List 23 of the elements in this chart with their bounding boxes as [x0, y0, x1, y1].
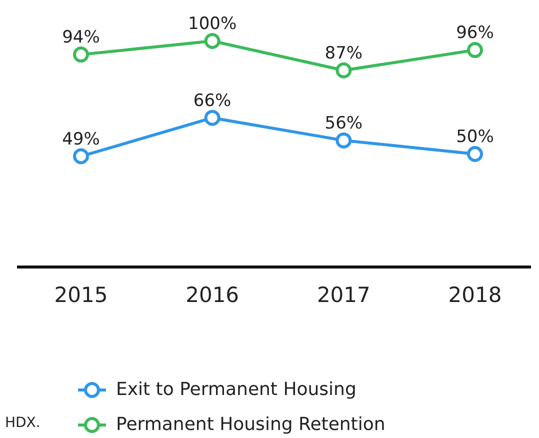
data-label: 66%: [193, 90, 232, 111]
point: [73, 46, 89, 63]
point: [467, 42, 483, 58]
point: [73, 148, 89, 164]
x-tick-label: 2015: [54, 282, 108, 307]
data-label: 87%: [324, 43, 363, 64]
point: [336, 132, 352, 148]
legend-label: Exit to Permanent Housing: [116, 379, 356, 400]
data-label: 50%: [456, 127, 494, 147]
x-tick-label: 2016: [186, 282, 240, 307]
data-label: 100%: [188, 14, 237, 34]
point: [204, 110, 220, 126]
legend-label: Permanent Housing Retention: [116, 414, 386, 435]
data-label: 49%: [62, 129, 100, 150]
point: [204, 33, 220, 49]
point: [336, 62, 352, 78]
text: HDX.: [5, 415, 40, 431]
point: [467, 146, 483, 162]
x-tick-label: 2018: [448, 282, 502, 307]
x-tick-label: 2017: [316, 282, 370, 307]
data-label: 94%: [62, 28, 100, 48]
data-label: 56%: [324, 113, 363, 134]
data-label: 96%: [456, 23, 494, 44]
